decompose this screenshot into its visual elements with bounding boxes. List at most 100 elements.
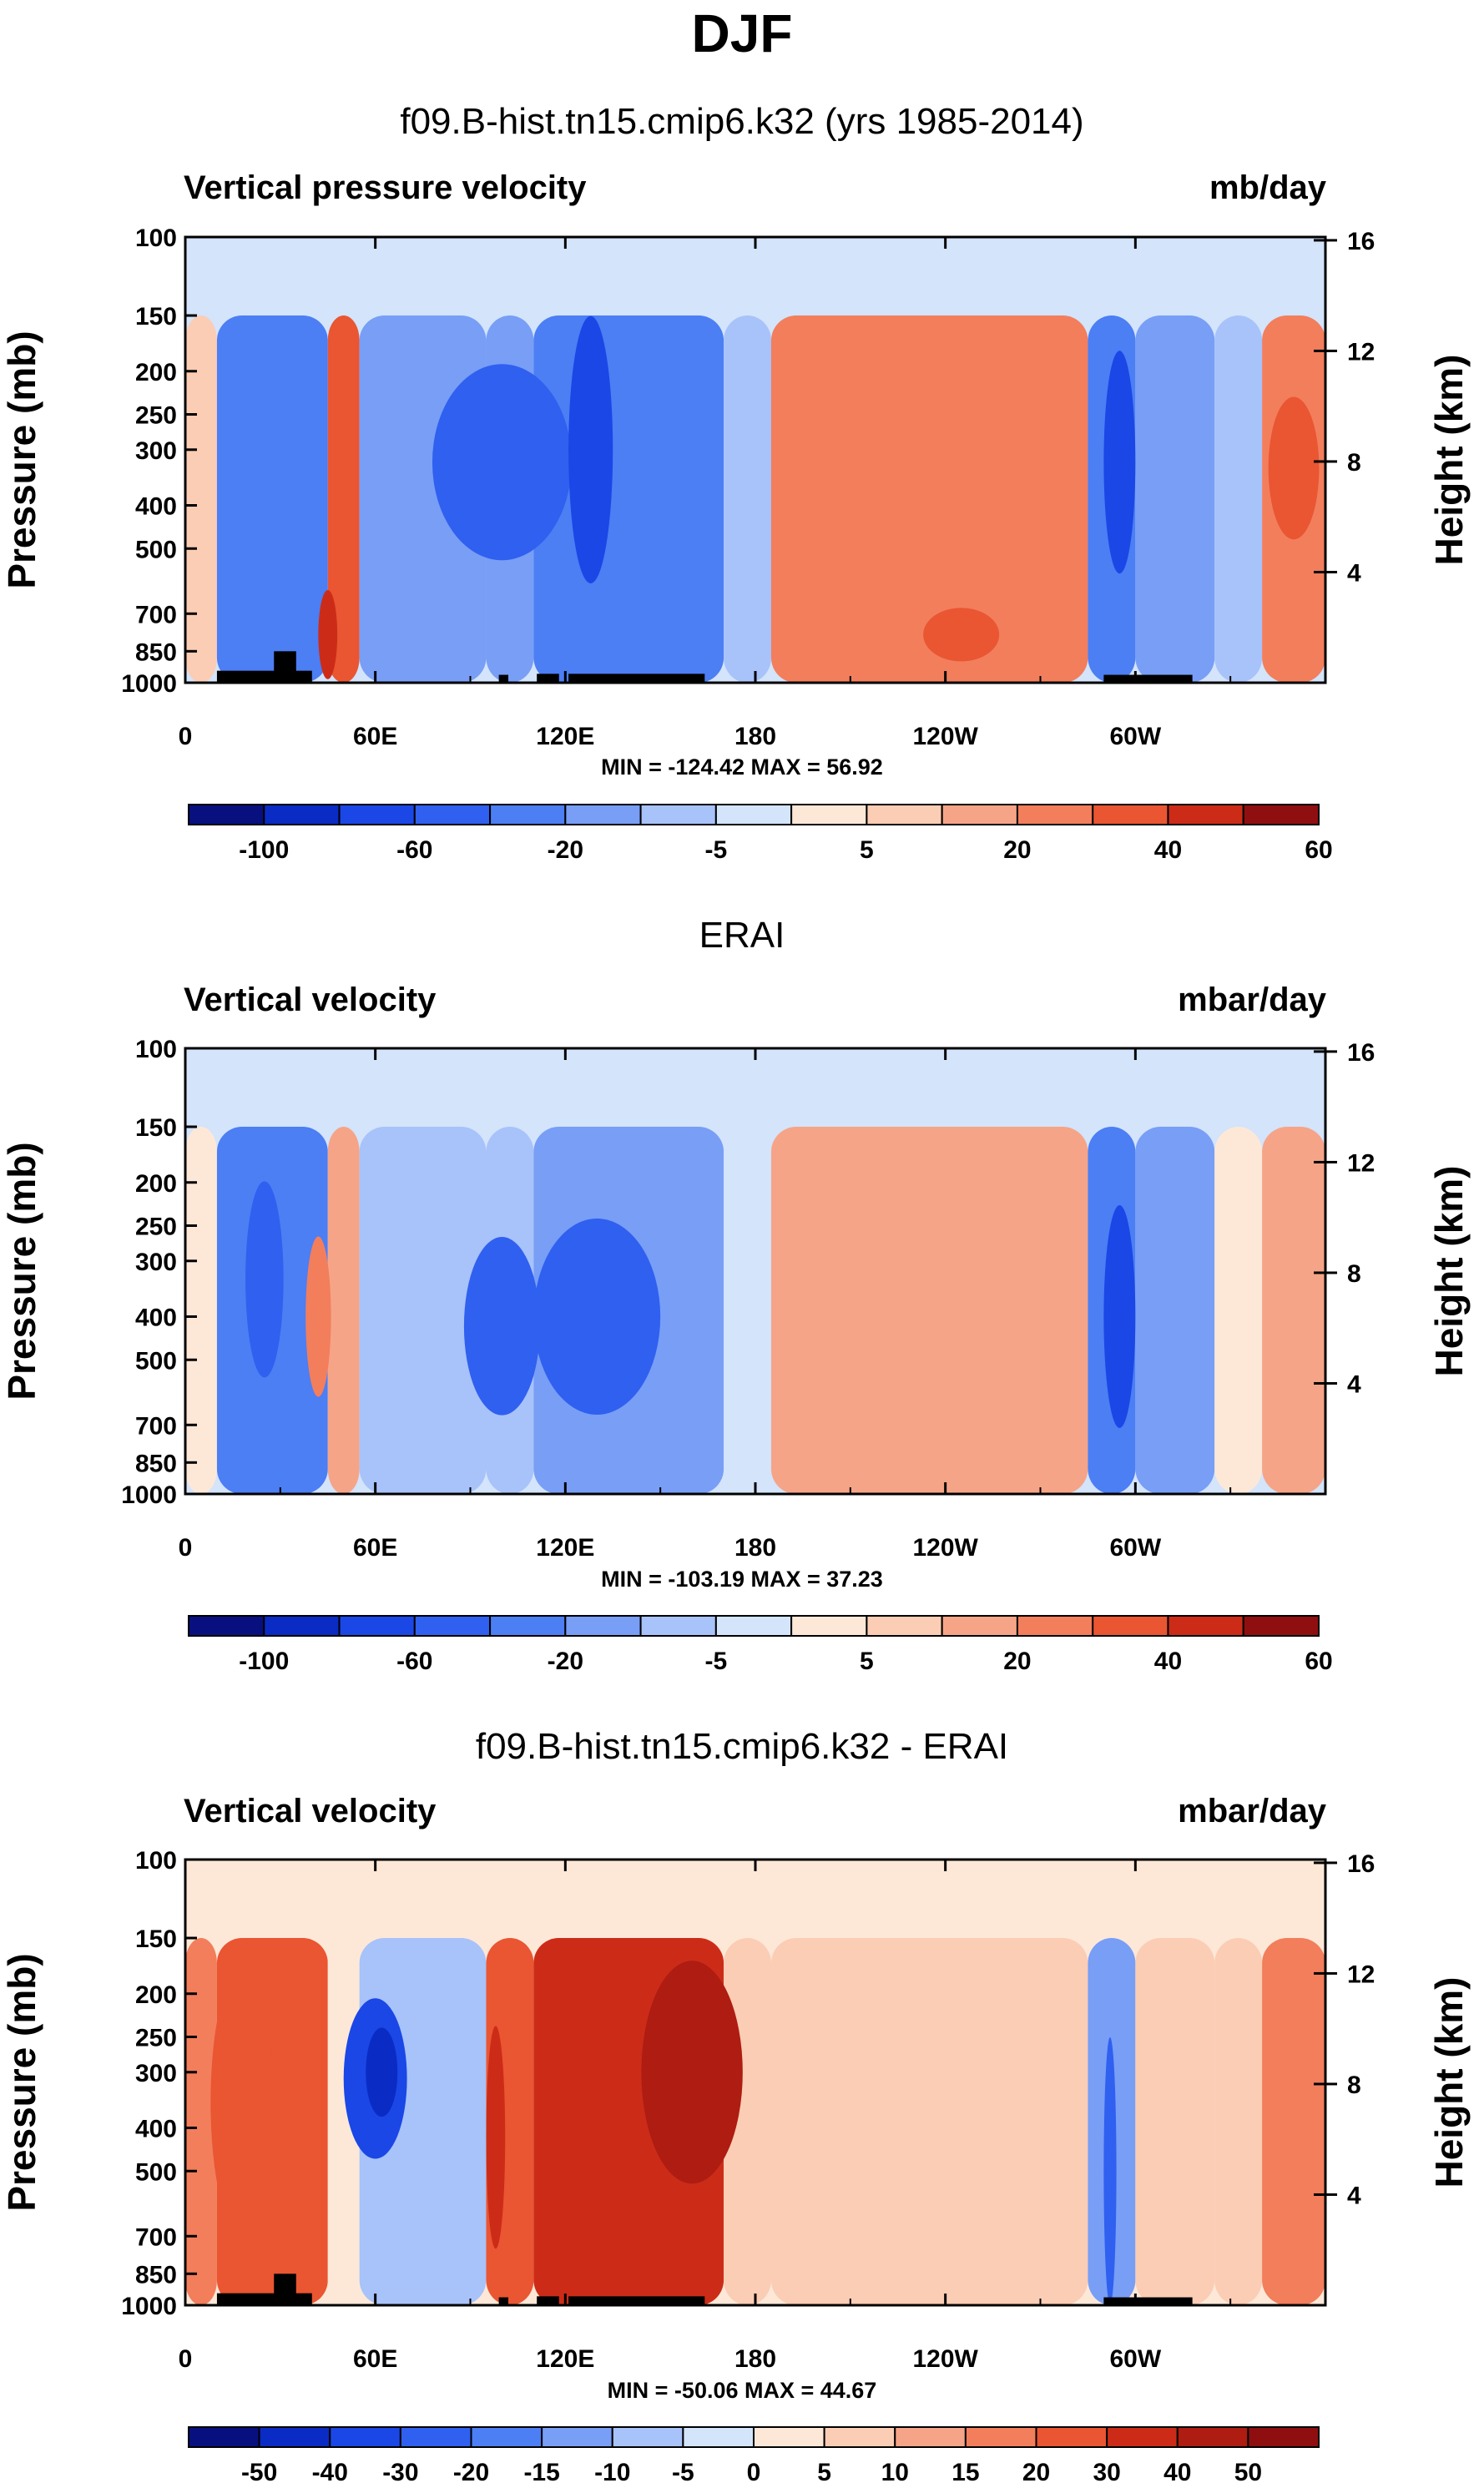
y2-tick-label: 8 xyxy=(1347,1260,1361,1288)
x-tick-label: 60W xyxy=(1109,723,1161,750)
field-band xyxy=(327,315,360,683)
colorbar-box xyxy=(541,2426,613,2448)
land-mask xyxy=(274,651,296,683)
colorbar-box xyxy=(1016,1615,1094,1637)
colorbar-label: 5 xyxy=(860,1648,874,1675)
colorbar-label: 40 xyxy=(1154,836,1182,864)
panel-1-min-max: MIN = -124.42 MAX = 56.92 xyxy=(601,754,883,780)
y2-axis-title: Height (km) xyxy=(1427,355,1471,566)
colorbar-label: 60 xyxy=(1305,836,1332,864)
field-contour xyxy=(533,1219,661,1415)
y-tick-label: 250 xyxy=(135,401,177,429)
panel-1-units-label: mb/day xyxy=(1209,169,1326,206)
colorbar-label: -20 xyxy=(453,2459,489,2483)
colorbar-label: 40 xyxy=(1154,1648,1182,1675)
y-axis-title: Pressure (mb) xyxy=(0,1142,43,1400)
colorbar-box xyxy=(941,804,1018,825)
field-band xyxy=(1262,1127,1325,1494)
x-tick-label: 60W xyxy=(1109,2345,1161,2373)
y2-tick-label: 4 xyxy=(1347,559,1361,587)
colorbar-box xyxy=(1247,2426,1320,2448)
y-tick-label: 400 xyxy=(135,1305,177,1332)
field-band xyxy=(1214,1127,1263,1494)
y-tick-label: 100 xyxy=(135,1036,177,1063)
field-band xyxy=(359,1127,487,1494)
field-contour xyxy=(486,2026,506,2249)
colorbar-box xyxy=(413,804,492,825)
field-contour xyxy=(1268,396,1320,540)
x-tick-label: 180 xyxy=(734,723,776,750)
field-band xyxy=(770,315,1088,683)
y-tick-label: 150 xyxy=(135,1114,177,1142)
colorbar-box xyxy=(790,804,868,825)
panel-3-min-max: MIN = -50.06 MAX = 44.67 xyxy=(607,2378,877,2403)
colorbar-label: 40 xyxy=(1163,2459,1191,2483)
field-contour xyxy=(1268,2065,1320,2191)
colorbar-box xyxy=(1092,804,1169,825)
colorbar-label: -60 xyxy=(396,1648,432,1675)
colorbar-label: 20 xyxy=(1003,836,1031,864)
field-band xyxy=(216,315,328,683)
y-tick-label: 700 xyxy=(135,1412,177,1440)
x-tick-label: 0 xyxy=(179,723,193,750)
colorbar-box xyxy=(866,804,943,825)
colorbar-label: -5 xyxy=(705,836,728,864)
x-tick-label: 60W xyxy=(1109,1534,1161,1562)
colorbar-box xyxy=(399,2426,472,2448)
colorbar-box xyxy=(188,1615,265,1637)
y-tick-label: 700 xyxy=(135,601,177,628)
colorbar-box xyxy=(941,1615,1018,1637)
colorbar-label: -100 xyxy=(239,1648,289,1675)
colorbar-label: -30 xyxy=(382,2459,418,2483)
x-tick-label: 120E xyxy=(536,2345,594,2373)
x-tick-label: 120W xyxy=(912,723,978,750)
x-tick-label: 0 xyxy=(179,1534,193,1562)
colorbar-label: -100 xyxy=(239,836,289,864)
panel-1-title: f09.B-hist.tn15.cmip6.k32 (yrs 1985-2014… xyxy=(400,101,1084,142)
field-contour xyxy=(463,1237,540,1416)
colorbar-box xyxy=(1035,2426,1108,2448)
y-tick-label: 250 xyxy=(135,1214,177,1241)
field-band xyxy=(1135,1127,1215,1494)
land-mask xyxy=(216,670,312,683)
field-band xyxy=(1214,1938,1263,2305)
colorbar-box xyxy=(338,804,416,825)
colorbar-label: -15 xyxy=(523,2459,559,2483)
colorbar-box xyxy=(714,804,793,825)
field-contour xyxy=(305,1236,331,1397)
land-mask xyxy=(498,674,509,683)
y-tick-label: 300 xyxy=(135,2060,177,2087)
colorbar-box xyxy=(682,2426,755,2448)
field-contour xyxy=(245,1181,284,1378)
y2-tick-label: 12 xyxy=(1347,1961,1375,1988)
colorbar-box xyxy=(470,2426,543,2448)
field-contour xyxy=(432,364,572,561)
land-mask xyxy=(568,674,705,683)
colorbar-label: -50 xyxy=(241,2459,277,2483)
y-tick-label: 1000 xyxy=(121,1481,177,1509)
colorbar-label: 20 xyxy=(1022,2459,1050,2483)
land-mask xyxy=(537,674,559,683)
y-tick-label: 250 xyxy=(135,2025,177,2052)
colorbar-box xyxy=(964,2426,1037,2448)
field-contour xyxy=(923,608,1000,662)
colorbar-box xyxy=(329,2426,401,2448)
panel-1-field xyxy=(185,237,1325,683)
colorbar-box xyxy=(263,804,341,825)
x-tick-label: 180 xyxy=(734,2345,776,2373)
colorbar-label: 10 xyxy=(881,2459,909,2483)
y-tick-label: 400 xyxy=(135,2116,177,2143)
y2-tick-label: 4 xyxy=(1347,1370,1361,1398)
x-tick-label: 180 xyxy=(734,1534,776,1562)
colorbar-box xyxy=(1167,804,1244,825)
colorbar-box xyxy=(413,1615,492,1637)
panel-3-variable-label: Vertical velocity xyxy=(184,1793,437,1829)
panel-2-variable-label: Vertical velocity xyxy=(184,982,437,1018)
field-band xyxy=(1135,1938,1215,2305)
y-tick-label: 500 xyxy=(135,2158,177,2186)
y2-tick-label: 8 xyxy=(1347,2072,1361,2099)
panel-3-colorbar: -50 -40 -30 -20 -15 -10 -5 0 5 10 15 20 30 40 50 xyxy=(188,2426,1320,2483)
field-contour xyxy=(318,589,338,679)
colorbar-box xyxy=(611,2426,684,2448)
land-mask xyxy=(274,2274,296,2305)
